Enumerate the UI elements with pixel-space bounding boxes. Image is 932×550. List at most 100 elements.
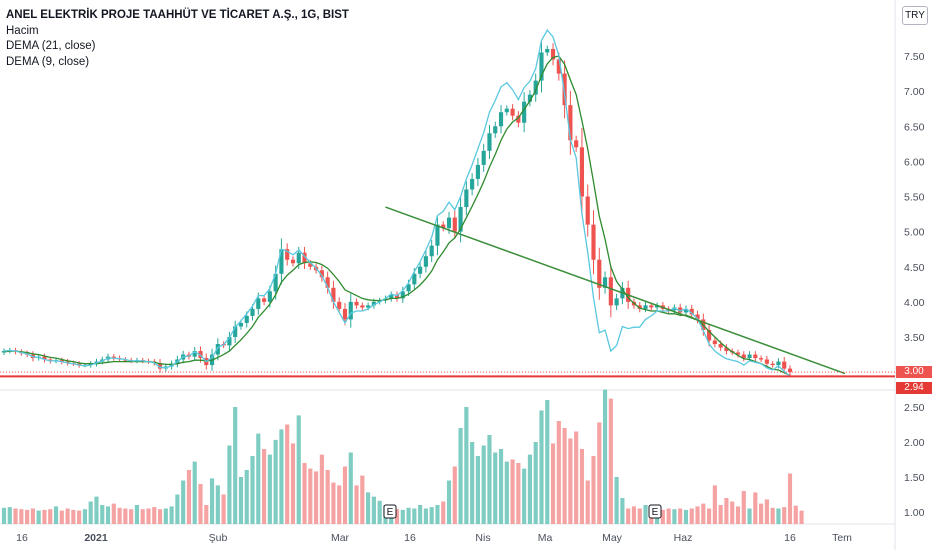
dema21-line [3, 55, 791, 377]
time-tick-10: Tem [832, 532, 852, 544]
volume-bar-7 [42, 509, 47, 524]
candle-100 [579, 147, 585, 197]
symbol-title: ANEL ELEKTRİK PROJE TAAHHÜT VE TİCARET A… [6, 9, 349, 21]
candle-68 [394, 294, 400, 299]
volume-bar-85 [493, 452, 498, 524]
volume-bar-62 [360, 475, 365, 524]
volume-bar-53 [308, 468, 313, 524]
volume-bar-2 [13, 508, 18, 524]
candle-61 [354, 301, 359, 306]
volume-bar-39 [227, 445, 232, 524]
volume-bar-33 [192, 461, 197, 524]
candle-129 [747, 354, 752, 359]
volume-bar-59 [342, 466, 348, 524]
time-tick-9: 16 [784, 532, 796, 544]
volume-bar-36 [209, 478, 215, 524]
volume-bar-110 [637, 508, 642, 524]
legend: ANEL ELEKTRİK PROJE TAAHHÜT VE TİCARET A… [6, 8, 349, 70]
volume-bar-107 [620, 498, 625, 524]
candle-7 [42, 356, 47, 360]
volume-bar-21 [123, 508, 128, 524]
volume-bar-6 [36, 510, 41, 524]
candle-110 [637, 305, 642, 309]
time-tick-0: 16 [16, 532, 28, 544]
volume-bar-42 [244, 470, 249, 524]
volume-bar-95 [550, 443, 556, 524]
volume-bar-109 [631, 506, 637, 524]
volume-bar-54 [314, 471, 319, 524]
candle-52 [302, 252, 307, 264]
volume-bar-31 [181, 480, 186, 524]
volume-bar-130 [753, 492, 758, 524]
candle-77 [446, 217, 452, 229]
candle-113 [654, 305, 660, 308]
candle-89 [516, 115, 521, 123]
volume-bar-119 [689, 508, 694, 524]
candle-130 [753, 354, 758, 359]
legend-dema21[interactable]: DEMA (21, close) [6, 40, 96, 52]
candle-46 [267, 291, 272, 302]
time-tick-6: Ma [538, 532, 553, 544]
axes: 3.50 4.00 4.50 5.00 5.50 6.00 6.50 7.00 7.50 1.00… [16, 51, 924, 544]
candle-132 [764, 359, 769, 364]
legend-volume[interactable]: Hacim [6, 24, 39, 37]
price-tick-5: 6.00 [904, 156, 925, 168]
volume-bar-8 [48, 509, 53, 524]
candle-50 [290, 259, 296, 264]
time-tick-3: Mar [331, 532, 350, 544]
candle-90 [522, 101, 527, 123]
volume-bar-41 [238, 477, 244, 524]
volume-bar-15 [88, 501, 93, 524]
candle-44 [256, 298, 261, 309]
volume-bar-57 [331, 482, 336, 524]
price-tick-7: 7.00 [904, 86, 925, 98]
volume-bar-16 [94, 496, 99, 524]
candle-60 [348, 301, 353, 320]
candle-101 [585, 196, 590, 225]
volume-bar-4 [25, 509, 30, 524]
candle-84 [487, 133, 492, 151]
currency-badge[interactable]: TRY [902, 6, 928, 25]
volume-bar-38 [221, 494, 226, 524]
candle-133 [770, 363, 775, 366]
volume-bar-104 [602, 389, 608, 524]
volume-bar-64 [371, 496, 376, 524]
volume-bar-89 [516, 463, 521, 524]
volume-bar-136 [787, 473, 793, 524]
volume-bars [1, 389, 804, 524]
volume-bar-69 [400, 509, 405, 524]
candle-135 [782, 361, 787, 369]
candle-125 [724, 347, 729, 352]
candle-106 [614, 298, 619, 306]
volume-bar-108 [626, 508, 631, 524]
volume-bar-92 [533, 442, 538, 524]
volume-bar-96 [556, 421, 561, 524]
volume-bar-19 [111, 503, 116, 524]
dema9-line [3, 28, 791, 377]
volume-bar-115 [666, 508, 671, 524]
price-tick-6: 6.50 [904, 121, 925, 133]
volume-bar-26 [152, 507, 157, 524]
volume-bar-48 [279, 429, 284, 524]
volume-bar-40 [233, 407, 238, 524]
volume-bar-68 [394, 509, 400, 524]
price-tick-8: 7.50 [904, 51, 925, 63]
volume-bar-111 [643, 505, 648, 524]
candle-56 [325, 277, 330, 288]
volume-bar-129 [747, 508, 752, 524]
candle-69 [400, 291, 405, 299]
volume-bar-83 [481, 445, 486, 524]
candle-136 [787, 368, 793, 373]
volume-bar-37 [215, 485, 220, 524]
volume-bar-61 [354, 485, 359, 524]
time-tick-2: Şub [209, 532, 228, 544]
candle-127 [735, 352, 741, 355]
candle-48 [279, 249, 284, 274]
volume-bar-128 [741, 491, 746, 524]
candle-94 [545, 48, 550, 53]
volume-bar-123 [712, 485, 717, 524]
candle-75 [435, 224, 440, 246]
legend-dema9[interactable]: DEMA (9, close) [6, 55, 90, 68]
